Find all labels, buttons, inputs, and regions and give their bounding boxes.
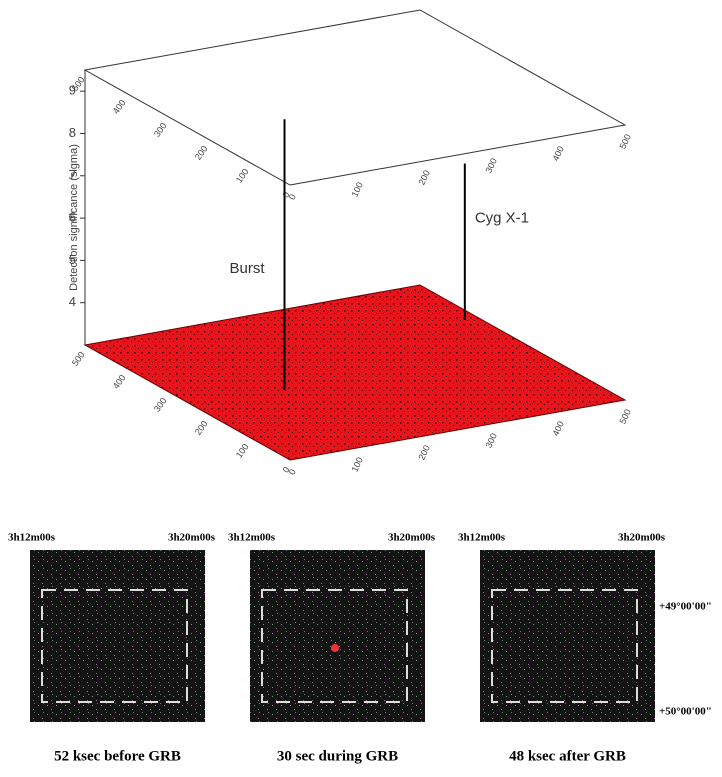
depth-tick-label: 200 xyxy=(193,144,210,162)
sky-image xyxy=(250,550,425,722)
x-tick-label: 300 xyxy=(484,432,499,450)
ra-label: 3h20m00s xyxy=(168,532,216,544)
ra-label: 3h12m00s xyxy=(8,532,56,544)
sky-image xyxy=(30,550,205,722)
depth-tick-label: 200 xyxy=(193,419,210,437)
x-tick-label: 200 xyxy=(417,169,432,187)
x-tick-label: 400 xyxy=(551,420,566,438)
z-tick-label: 8 xyxy=(69,125,76,140)
peak-label: Cyg X-1 xyxy=(475,209,529,226)
image-panels: 3h12m00s 3h20m00s 52 ksec before GRB 3h12m0… xyxy=(8,532,712,765)
burst-source xyxy=(331,644,339,652)
ra-label: 3h20m00s xyxy=(618,532,666,544)
top-plane xyxy=(85,10,625,185)
x-tick-label: 400 xyxy=(551,145,566,163)
depth-tick-label: 300 xyxy=(152,396,169,414)
x-tick-label: 200 xyxy=(417,444,432,462)
figure: 456789Detection significance (sigma)0100… xyxy=(0,0,722,772)
dec-label: +49°00'00" xyxy=(659,601,712,613)
caption: 52 ksec before GRB xyxy=(54,748,181,764)
z-axis-label: Detection significance (sigma) xyxy=(68,144,80,291)
depth-tick-label: 400 xyxy=(111,98,128,116)
depth-tick-label: 400 xyxy=(111,373,128,391)
depth-tick-label: 100 xyxy=(234,167,251,185)
sky-image xyxy=(480,550,655,722)
caption: 30 sec during GRB xyxy=(277,748,398,764)
ra-label: 3h12m00s xyxy=(458,532,506,544)
depth-tick-label: 500 xyxy=(70,350,87,368)
peak-label: Burst xyxy=(230,260,266,277)
x-tick-label: 500 xyxy=(618,133,633,151)
x-tick-label: 500 xyxy=(618,408,633,426)
x-tick-label: 100 xyxy=(350,181,365,199)
depth-tick-label: 300 xyxy=(152,121,169,139)
floor-texture xyxy=(85,285,625,460)
dec-label: +50°00'00" xyxy=(659,706,712,718)
caption: 48 ksec after GRB xyxy=(509,748,626,764)
ra-label: 3h20m00s xyxy=(388,532,436,544)
x-tick-label: 300 xyxy=(484,157,499,175)
ra-label: 3h12m00s xyxy=(228,532,276,544)
depth-tick-label: 100 xyxy=(234,442,251,460)
z-tick-label: 4 xyxy=(69,294,76,309)
x-tick-label: 100 xyxy=(350,456,365,474)
